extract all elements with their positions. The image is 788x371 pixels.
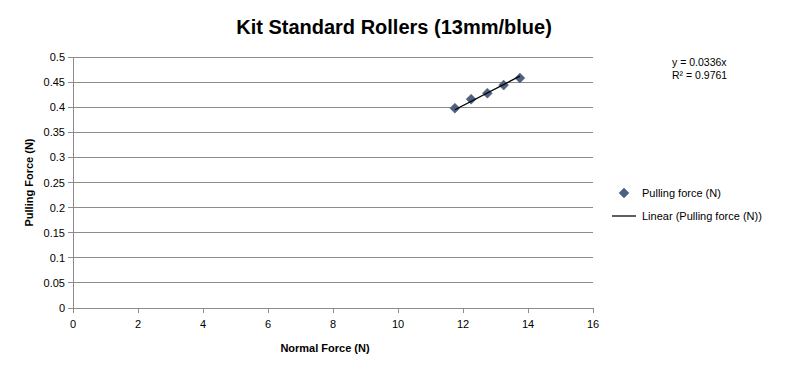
x-tick-label: 2 bbox=[135, 318, 141, 330]
x-axis bbox=[73, 308, 593, 309]
grid-line bbox=[73, 157, 593, 158]
annotation: y = 0.0336x bbox=[672, 56, 727, 68]
y-tick-label: 0.35 bbox=[44, 126, 65, 138]
grid-line bbox=[73, 82, 593, 83]
x-axis-title: Normal Force (N) bbox=[280, 342, 370, 354]
x-tick-label: 14 bbox=[522, 318, 534, 330]
x-tick bbox=[138, 308, 139, 313]
y-tick-label: 0.2 bbox=[50, 202, 65, 214]
x-tick-label: 12 bbox=[457, 318, 469, 330]
x-tick bbox=[528, 308, 529, 313]
grid-line bbox=[73, 182, 593, 183]
y-tick-label: 0.25 bbox=[44, 177, 65, 189]
trend-line bbox=[455, 76, 520, 110]
x-tick-label: 16 bbox=[587, 318, 599, 330]
grid-line bbox=[73, 207, 593, 208]
grid-line bbox=[73, 282, 593, 283]
x-tick bbox=[268, 308, 269, 313]
x-tick bbox=[463, 308, 464, 313]
grid-line bbox=[73, 232, 593, 233]
x-tick-label: 4 bbox=[200, 318, 206, 330]
x-tick bbox=[593, 308, 594, 313]
x-tick-label: 0 bbox=[70, 318, 76, 330]
y-tick bbox=[68, 207, 73, 208]
y-axis bbox=[73, 57, 74, 308]
y-tick bbox=[68, 82, 73, 83]
grid-line bbox=[73, 107, 593, 108]
y-tick bbox=[68, 157, 73, 158]
x-tick bbox=[398, 308, 399, 313]
legend-label: Linear (Pulling force (N)) bbox=[642, 210, 762, 222]
chart: Kit Standard Rollers (13mm/blue) 0 0.05 0.1… bbox=[0, 0, 788, 371]
grid-line bbox=[73, 257, 593, 258]
y-tick-label: 0.4 bbox=[50, 101, 65, 113]
legend-swatch bbox=[612, 215, 636, 216]
y-tick bbox=[68, 257, 73, 258]
x-tick-label: 6 bbox=[265, 318, 271, 330]
y-tick bbox=[68, 282, 73, 283]
annotation: R² = 0.9761 bbox=[672, 69, 727, 81]
y-tick-label: 0.45 bbox=[44, 76, 65, 88]
y-tick-label: 0.15 bbox=[44, 227, 65, 239]
x-tick bbox=[73, 308, 74, 313]
y-tick bbox=[68, 57, 73, 58]
y-tick-label: 0.05 bbox=[44, 277, 65, 289]
y-tick-label: 0.5 bbox=[50, 51, 65, 63]
grid-line bbox=[73, 57, 593, 58]
legend-label: Pulling force (N) bbox=[642, 187, 721, 199]
y-tick bbox=[68, 182, 73, 183]
x-tick-label: 10 bbox=[392, 318, 404, 330]
y-tick bbox=[68, 132, 73, 133]
x-tick bbox=[203, 308, 204, 313]
x-tick-label: 8 bbox=[330, 318, 336, 330]
y-tick-label: 0.1 bbox=[50, 252, 65, 264]
y-tick-label: 0.3 bbox=[50, 151, 65, 163]
title: Kit Standard Rollers (13mm/blue) bbox=[236, 16, 552, 38]
plot-marks bbox=[450, 73, 525, 113]
y-axis-title: Pulling Force (N) bbox=[23, 138, 35, 226]
x-tick bbox=[333, 308, 334, 313]
legend-swatch bbox=[619, 188, 629, 198]
y-tick bbox=[68, 308, 73, 309]
y-tick-label: 0 bbox=[59, 302, 65, 314]
y-tick bbox=[68, 107, 73, 108]
grid-line bbox=[73, 132, 593, 133]
y-tick bbox=[68, 232, 73, 233]
background bbox=[0, 0, 788, 371]
